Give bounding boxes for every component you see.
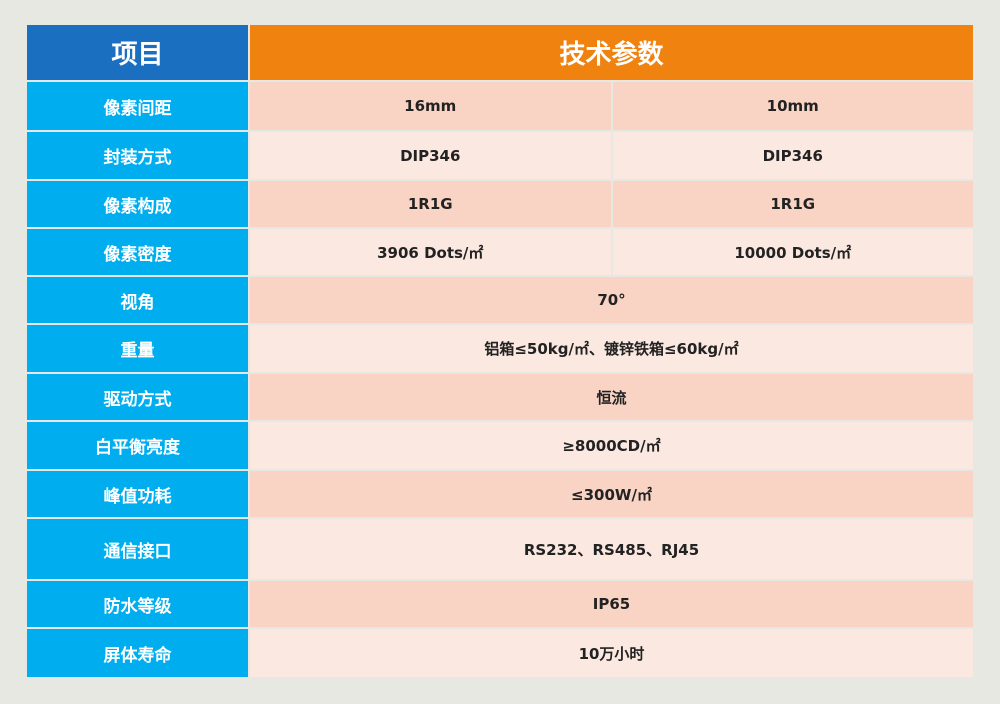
row-label: 白平衡亮度 — [27, 422, 248, 469]
row-label: 视角 — [27, 277, 248, 323]
row-label: 封装方式 — [27, 132, 248, 179]
row-value: 3906 Dots/㎡ — [250, 229, 611, 275]
row-label: 像素间距 — [27, 82, 248, 130]
row-value: 铝箱≤50kg/㎡、镀锌铁箱≤60kg/㎡ — [250, 325, 973, 372]
row-label: 重量 — [27, 325, 248, 372]
row-value: RS232、RS485、RJ45 — [250, 519, 973, 579]
row-value: 10000 Dots/㎡ — [612, 229, 973, 275]
row-label: 峰值功耗 — [27, 471, 248, 517]
row-value: 1R1G — [612, 181, 973, 227]
row-label: 通信接口 — [27, 519, 248, 579]
row-label: 像素构成 — [27, 181, 248, 227]
row-value: ≤300W/㎡ — [250, 471, 973, 517]
row-value: 恒流 — [250, 374, 973, 420]
row-value: 10万小时 — [250, 629, 973, 677]
row-value: DIP346 — [612, 132, 973, 179]
row-label: 屏体寿命 — [27, 629, 248, 677]
header-item: 项目 — [27, 25, 248, 80]
row-value: 70° — [250, 277, 973, 323]
row-label: 驱动方式 — [27, 374, 248, 420]
row-label: 像素密度 — [27, 229, 248, 275]
row-value: ≥8000CD/㎡ — [250, 422, 973, 469]
row-value: 16mm — [250, 82, 611, 130]
row-label: 防水等级 — [27, 581, 248, 627]
row-value: DIP346 — [250, 132, 611, 179]
row-value: 10mm — [612, 82, 973, 130]
header-params: 技术参数 — [250, 25, 973, 80]
row-value: 1R1G — [250, 181, 611, 227]
row-value: IP65 — [250, 581, 973, 627]
